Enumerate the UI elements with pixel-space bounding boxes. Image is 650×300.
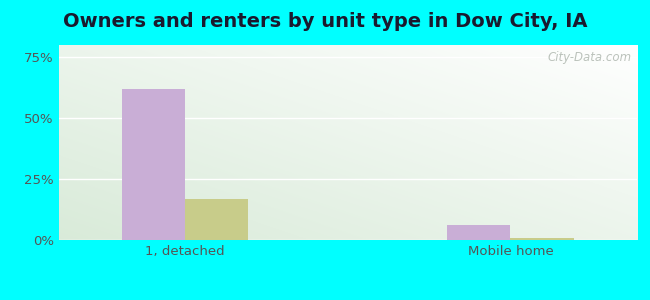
Bar bbox=[510, 238, 574, 240]
Bar bbox=[447, 225, 510, 240]
Text: Owners and renters by unit type in Dow City, IA: Owners and renters by unit type in Dow C… bbox=[63, 12, 587, 31]
Text: City-Data.com: City-Data.com bbox=[547, 51, 631, 64]
Bar bbox=[185, 199, 248, 240]
Bar bbox=[122, 89, 185, 240]
